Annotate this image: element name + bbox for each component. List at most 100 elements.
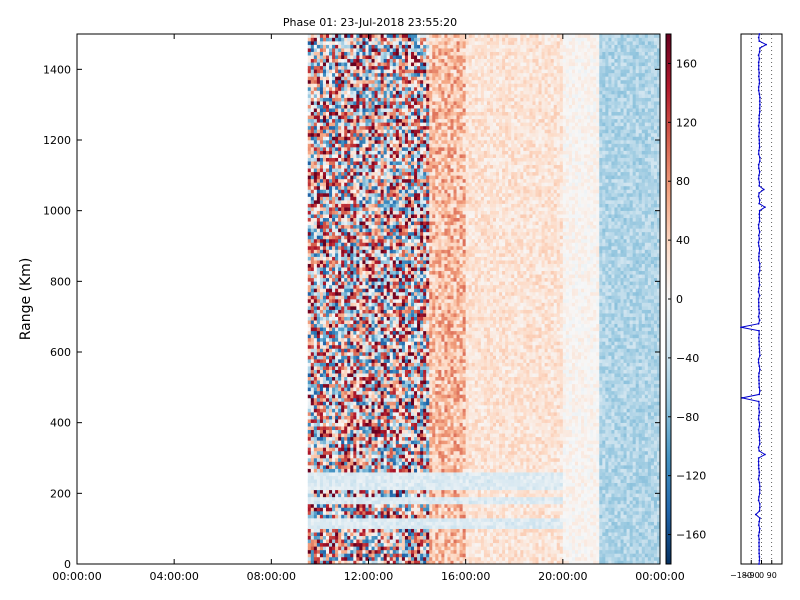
heatmap-cell [356, 316, 360, 321]
heatmap-cell [329, 108, 333, 113]
heatmap-cell [386, 104, 391, 109]
heatmap-cell [380, 249, 384, 254]
heatmap-cell [377, 507, 381, 512]
heatmap-cell [332, 185, 336, 190]
heatmap-cell [395, 334, 400, 339]
heatmap-cell [407, 443, 412, 448]
heatmap-cell [404, 468, 409, 473]
heatmap-cell [332, 132, 336, 137]
heatmap-cell [325, 189, 330, 194]
heatmap-cell [365, 472, 369, 476]
heatmap-cell [322, 189, 327, 194]
heatmap-cell [404, 560, 409, 565]
heatmap-cell [386, 373, 391, 378]
heatmap-cell [338, 69, 342, 74]
heatmap-cell [386, 41, 391, 45]
heatmap-cell [307, 140, 312, 144]
heatmap-cell [389, 65, 394, 70]
heatmap-cell [398, 284, 403, 289]
heatmap-cell [322, 69, 327, 74]
heatmap-cell [380, 560, 384, 565]
heatmap-cell [359, 104, 363, 109]
heatmap-cell [392, 48, 397, 52]
heatmap-cell [365, 493, 369, 498]
heatmap-cell [350, 532, 354, 537]
heatmap-cell [310, 426, 315, 431]
heatmap-cell [371, 246, 375, 250]
heatmap-cell [319, 111, 324, 116]
heatmap-cell [395, 65, 400, 70]
heatmap-cell [322, 242, 327, 247]
heatmap-cell [347, 546, 351, 551]
heatmap-cell [307, 528, 312, 533]
heatmap-cell [392, 185, 397, 190]
heatmap-cell [386, 284, 391, 289]
heatmap-cell [310, 284, 315, 289]
heatmap-cell [316, 461, 321, 466]
heatmap-cell [347, 518, 351, 522]
heatmap-cell [353, 496, 357, 501]
heatmap-cell [307, 168, 312, 173]
heatmap-cell [380, 539, 384, 544]
heatmap-cell [401, 309, 406, 314]
heatmap-cell [401, 65, 406, 70]
heatmap-cell [368, 55, 372, 60]
heatmap-cell [356, 48, 360, 52]
heatmap-cell [389, 140, 394, 144]
heatmap-cell [365, 394, 369, 399]
heatmap-cell [362, 313, 366, 317]
heatmap-cell [307, 281, 312, 286]
heatmap-cell [332, 383, 336, 388]
heatmap-cell [395, 373, 400, 378]
heatmap-cell [325, 260, 330, 264]
heatmap-cell [374, 189, 378, 194]
heatmap-cell [365, 390, 369, 395]
heatmap-cell [404, 532, 409, 537]
heatmap-cell [319, 500, 324, 505]
heatmap-cell [401, 401, 406, 406]
heatmap-cell [310, 270, 315, 275]
heatmap-cell [374, 422, 378, 427]
heatmap-cell [374, 514, 378, 519]
heatmap-cell [362, 221, 366, 226]
heatmap-cell [350, 200, 354, 204]
heatmap-cell [401, 270, 406, 275]
heatmap-cell [310, 164, 315, 169]
heatmap-cell [395, 164, 400, 169]
heatmap-cell [401, 178, 406, 183]
heatmap-cell [371, 426, 375, 431]
heatmap-cell [350, 348, 354, 353]
heatmap-cell [392, 132, 397, 137]
heatmap-cell [316, 440, 321, 445]
heatmap-cell [353, 62, 357, 67]
heatmap-cell [347, 383, 351, 388]
heatmap-cell [347, 465, 351, 469]
heatmap-cell [322, 535, 327, 540]
heatmap-cell [362, 44, 366, 49]
heatmap-cell [374, 489, 378, 494]
heatmap-cell [329, 542, 333, 547]
heatmap-cell [353, 210, 357, 215]
heatmap-cell [341, 231, 345, 236]
heatmap-cell [338, 185, 342, 190]
heatmap-cell [392, 412, 397, 416]
heatmap-cell [338, 323, 342, 328]
heatmap-cell [389, 489, 394, 494]
heatmap-cell [332, 376, 336, 381]
heatmap-cell [401, 249, 406, 254]
heatmap-cell [335, 390, 339, 395]
heatmap-cell [404, 55, 409, 60]
heatmap-cell [392, 447, 397, 452]
heatmap-cell [347, 560, 351, 565]
heatmap-cell [356, 108, 360, 113]
heatmap-cell [350, 352, 354, 356]
heatmap-cell [319, 34, 324, 38]
heatmap-cell [386, 496, 391, 501]
heatmap-cell [341, 154, 345, 158]
heatmap-cell [398, 217, 403, 222]
heatmap-cell [380, 37, 384, 42]
heatmap-cell [307, 104, 312, 109]
heatmap-cell [338, 525, 342, 529]
heatmap-cell [386, 334, 391, 339]
heatmap-cell [389, 185, 394, 190]
